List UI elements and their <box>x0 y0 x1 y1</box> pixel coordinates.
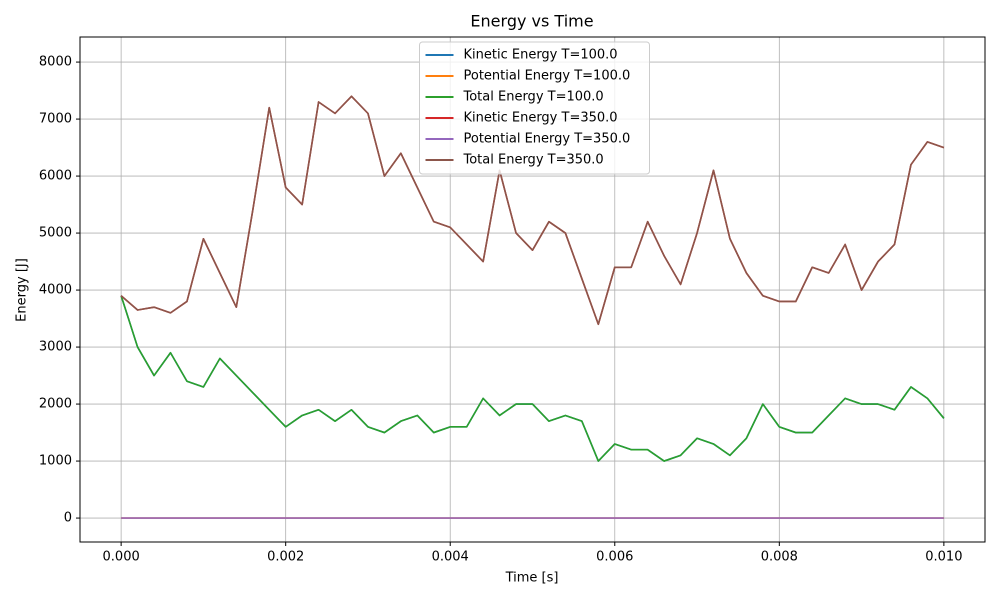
y-tick-label: 6000 <box>39 169 72 184</box>
legend-box <box>419 41 650 175</box>
x-tick-label: 0.004 <box>432 550 469 565</box>
legend-label: Kinetic Energy T=350.0 <box>464 111 618 126</box>
x-tick-label: 0.010 <box>925 550 962 565</box>
y-tick-label: 2000 <box>39 397 72 412</box>
series-line <box>120 295 945 462</box>
series-line <box>120 95 945 326</box>
legend-label: Total Energy T=350.0 <box>463 153 604 168</box>
legend-label: Potential Energy T=350.0 <box>464 132 631 147</box>
legend-label: Potential Energy T=100.0 <box>464 69 631 84</box>
x-tick-label: 0.008 <box>761 550 798 565</box>
legend-label: Total Energy T=100.0 <box>463 90 604 105</box>
plot-frame <box>79 36 986 543</box>
y-tick-label: 4000 <box>39 283 72 298</box>
y-tick-label: 8000 <box>39 55 72 70</box>
x-tick-label: 0.006 <box>596 550 633 565</box>
y-tick-label: 3000 <box>39 340 72 355</box>
y-axis-label: Energy [J] <box>15 258 30 322</box>
legend: Kinetic Energy T=100.0 Potential Energy T… <box>419 41 650 175</box>
x-tick-label: 0.002 <box>267 550 304 565</box>
series-line <box>120 295 945 462</box>
y-tick-label: 7000 <box>39 112 72 127</box>
legend-label: Kinetic Energy T=100.0 <box>464 48 618 63</box>
chart-title: Energy vs Time <box>470 12 593 31</box>
y-tick-label: 5000 <box>39 226 72 241</box>
y-tick-label: 1000 <box>39 454 72 469</box>
x-axis-label: Time [s] <box>505 571 559 586</box>
x-tick-label: 0.000 <box>103 550 140 565</box>
y-tick-label: 0 <box>64 511 72 526</box>
